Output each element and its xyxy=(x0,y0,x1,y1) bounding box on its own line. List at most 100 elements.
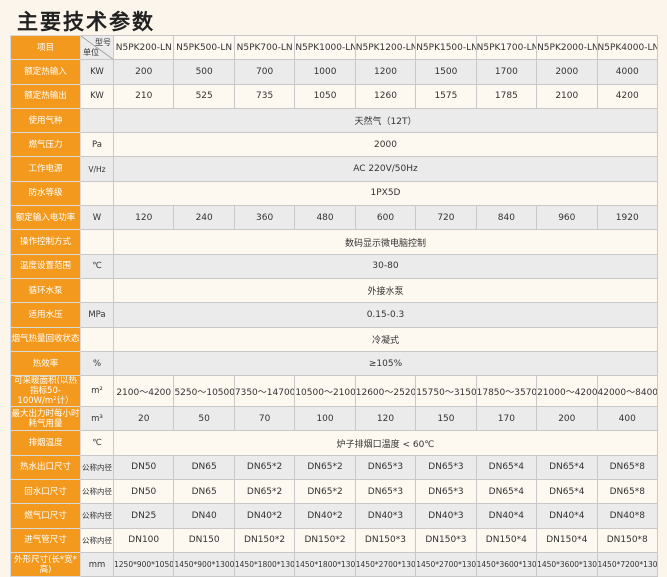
table-row: 燃气口尺寸 公称内径 DN25 DN40 DN40*2 DN40*2 DN40*3 DN40*… xyxy=(10,503,658,529)
row-unit: ℃ xyxy=(80,430,114,456)
table-row: 回水口尺寸 公称内径 DN50 DN65 DN65*2 DN65*2 DN65*3 DN65*… xyxy=(10,479,658,505)
row-value: DN65*4 xyxy=(536,454,598,481)
row-value: 1450*1800*1300 xyxy=(233,551,296,577)
table-row: 热效率% ≥105% xyxy=(10,350,658,377)
table-row: 额定热输入 KW 200 500 700 1000 1200 1500 1700 2000 4000 xyxy=(10,59,658,85)
row-value: 2000 xyxy=(536,59,598,85)
row-label: 排烟温度 xyxy=(10,430,81,456)
row-value: 天然气（12T） xyxy=(113,107,658,134)
unit-label: 单位 xyxy=(83,48,99,58)
row-label: 热效率 xyxy=(10,350,81,377)
row-value: DN150*2 xyxy=(233,527,296,553)
row-unit: 公称内径 xyxy=(80,454,114,481)
row-value: 数码显示微电脑控制 xyxy=(113,229,658,255)
row-label: 防水等级 xyxy=(10,180,81,207)
row-label: 可采暖面积(以热指标50-100W/m²计） xyxy=(10,375,81,408)
row-value: 0.15-0.3 xyxy=(113,302,658,328)
row-unit: m² xyxy=(80,375,114,408)
model-header: N5PK1500-LN xyxy=(415,34,477,61)
row-value: ≥105% xyxy=(113,350,658,377)
table-row: 适用水压 MPa 0.15-0.3 xyxy=(10,302,658,328)
row-value: DN65*3 xyxy=(415,454,477,481)
row-label: 额定热输出 xyxy=(10,83,81,109)
row-unit: KW xyxy=(80,59,114,85)
row-value: DN65*4 xyxy=(475,454,538,481)
row-value: 炉子排烟口温度 < 60℃ xyxy=(113,430,658,456)
row-value: DN25 xyxy=(112,503,175,529)
model-header: N5PK200-LN xyxy=(112,34,175,61)
row-value: 210 xyxy=(112,83,175,109)
row-unit xyxy=(80,277,114,304)
row-label: 烟气热量回收状态 xyxy=(10,326,81,352)
model-label: 型号 xyxy=(95,38,111,47)
row-value: 1700 xyxy=(475,59,538,85)
row-unit: mm xyxy=(80,551,114,577)
row-label: 燃气压力 xyxy=(10,132,81,158)
row-value: 2100～4200 xyxy=(112,375,175,408)
row-value: DN40*4 xyxy=(536,503,598,529)
row-value: 冷凝式 xyxy=(113,326,658,352)
row-unit: 公称内径 xyxy=(80,479,114,505)
row-value: 42000～84000 xyxy=(596,375,658,408)
row-value: 600 xyxy=(354,205,417,231)
row-value: 2100 xyxy=(536,83,598,109)
row-label: 最大出力时每小时耗气用量 xyxy=(10,406,81,432)
spec-table: 项目 型号 单位 N5PK200-LN N5PK500-LN N5PK700-LN N… xyxy=(10,34,658,577)
row-value: 1450*2700*1300 xyxy=(354,551,417,577)
row-label: 进气管尺寸 xyxy=(10,527,81,553)
row-value: 1000 xyxy=(294,59,356,85)
row-value: 外接水泵 xyxy=(113,277,658,304)
row-value: 50 xyxy=(173,406,235,432)
table-row: 最大出力时每小时耗气用量 m³ 20 50 70 100 120 150 170 200 400 xyxy=(10,406,658,432)
row-value: 200 xyxy=(112,59,175,85)
row-unit xyxy=(80,180,114,207)
row-value: 4200 xyxy=(596,83,658,109)
row-value: 1050 xyxy=(294,83,356,109)
row-value: 1200 xyxy=(354,59,417,85)
page-title: 主要技术参数 xyxy=(17,10,155,34)
row-value: DN40*2 xyxy=(233,503,296,529)
row-label: 外形尺寸(长*宽*高) xyxy=(10,551,81,577)
row-unit: ℃ xyxy=(80,253,114,279)
row-value: 525 xyxy=(173,83,235,109)
row-value: 12600～25200 xyxy=(354,375,417,408)
model-header: N5PK1200-LN xyxy=(354,34,417,61)
row-unit: 公称内径 xyxy=(80,503,114,529)
row-value: DN65 xyxy=(173,479,235,505)
row-label: 热水出口尺寸 xyxy=(10,454,81,481)
table-row: 烟气热量回收状态 冷凝式 xyxy=(10,326,658,352)
row-unit: W xyxy=(80,205,114,231)
row-value: 480 xyxy=(294,205,356,231)
row-value: 1500 xyxy=(415,59,477,85)
row-value: 120 xyxy=(354,406,417,432)
row-value: DN65*8 xyxy=(596,479,658,505)
row-value: 1450*3600*1300 xyxy=(475,551,538,577)
row-value: 15750～31500 xyxy=(415,375,477,408)
row-value: 360 xyxy=(233,205,296,231)
row-value: DN65*3 xyxy=(354,454,417,481)
row-unit xyxy=(80,326,114,352)
row-value: 10500～21000 xyxy=(294,375,356,408)
row-value: DN50 xyxy=(112,479,175,505)
row-value: 1450*2700*1300 xyxy=(415,551,477,577)
table-row: 工作电源 V/Hz AC 220V/50Hz xyxy=(10,156,658,182)
header-item: 项目 xyxy=(10,34,81,61)
row-value: 17850～35700 xyxy=(475,375,538,408)
row-value: 120 xyxy=(112,205,175,231)
table-row: 热水出口尺寸 公称内径 DN50 DN65 DN65*2 DN65*2 DN65*3 DN65… xyxy=(10,454,658,481)
model-header: N5PK500-LN xyxy=(173,34,235,61)
model-header: N5PK4000-LN xyxy=(596,34,658,61)
row-value: 100 xyxy=(294,406,356,432)
table-row: 使用气种 天然气（12T） xyxy=(10,107,658,134)
row-value: DN65*3 xyxy=(354,479,417,505)
row-value: DN65*2 xyxy=(233,454,296,481)
header-model-unit: 型号 单位 xyxy=(80,34,114,61)
table-header-row: 项目 型号 单位 N5PK200-LN N5PK500-LN N5PK700-LN N… xyxy=(10,34,658,61)
row-value: DN50 xyxy=(112,454,175,481)
row-value: DN150*3 xyxy=(415,527,477,553)
row-value: DN65*2 xyxy=(294,454,356,481)
row-unit: V/Hz xyxy=(80,156,114,182)
table-row: 可采暖面积(以热指标50-100W/m²计） m² 2100～4200 5250～10… xyxy=(10,375,658,408)
row-value: 20 xyxy=(112,406,175,432)
row-value: 500 xyxy=(173,59,235,85)
